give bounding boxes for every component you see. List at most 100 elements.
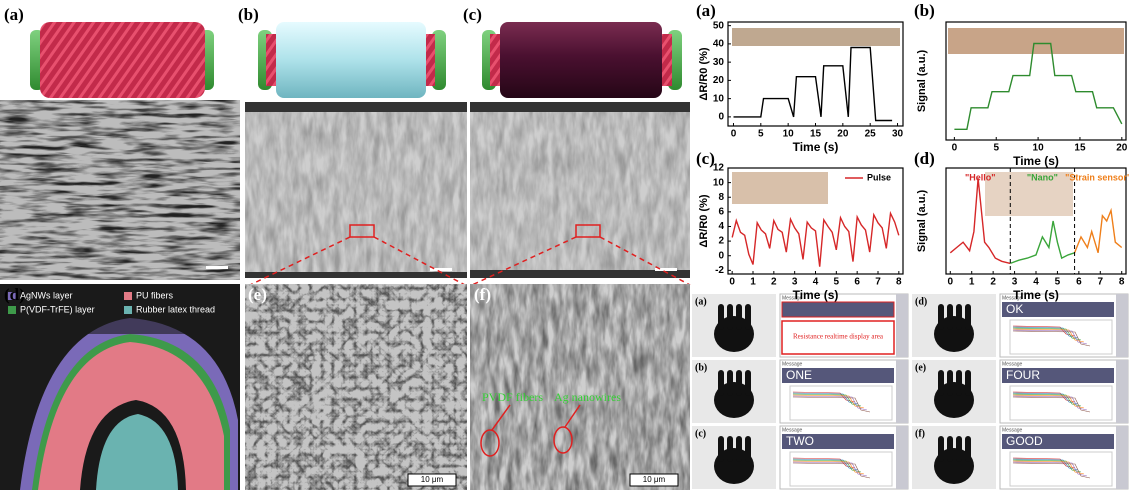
x-axis-label: Time (s)	[793, 288, 839, 302]
finger	[956, 370, 962, 396]
chart-title: (d)	[914, 149, 935, 168]
x-tick-label: 10	[1033, 143, 1045, 154]
panel-label: (a)	[695, 296, 707, 307]
y-tick-label: 30	[713, 57, 725, 68]
x-tick-label: 5	[1055, 277, 1061, 288]
finger	[718, 436, 724, 462]
finger	[965, 370, 971, 396]
plot-window	[1010, 386, 1112, 420]
y-tick-label: 40	[713, 39, 725, 50]
finger	[727, 370, 733, 396]
panel-label: (c)	[463, 5, 482, 24]
x-tick-label: 30	[892, 129, 904, 140]
series-label: "Hello"	[965, 172, 996, 182]
finger	[718, 304, 724, 330]
x-tick-label: 7	[875, 277, 881, 288]
scale-bar-label: 10 μm	[643, 475, 666, 484]
y-axis-label: Signal (a.u.)	[916, 49, 928, 112]
message-text: FOUR	[1006, 368, 1040, 382]
x-tick-label: 1	[969, 277, 975, 288]
legend-label: Pulse	[867, 172, 891, 182]
x-tick-label: 20	[837, 129, 849, 140]
finger	[947, 304, 953, 330]
panel-label: (e)	[915, 362, 926, 373]
y-axis-label: ΔR/R0 (%)	[698, 194, 710, 247]
finger	[736, 436, 742, 462]
y-tick-label: 2	[718, 236, 724, 247]
figure: (a) Message Resistance realtime display ar…	[0, 0, 1129, 490]
message-text: GOOD	[1006, 434, 1043, 448]
finger	[956, 304, 962, 330]
data-line	[732, 213, 899, 266]
y-tick-label: 0	[718, 112, 724, 123]
y-tick-label: 50	[713, 20, 725, 31]
panel-label: (c)	[695, 428, 706, 439]
sem-images	[0, 100, 690, 285]
side-strip	[1116, 426, 1128, 489]
panel-label: (b)	[695, 362, 707, 373]
x-tick-label: 3	[1012, 277, 1018, 288]
scale-bar-label: 10 μm	[421, 475, 444, 484]
y-tick-label: 0	[718, 250, 724, 261]
side-strip	[896, 426, 908, 489]
legend-label: AgNWs layer	[20, 290, 73, 300]
x-tick-label: 0	[731, 129, 737, 140]
x-tick-label: 4	[813, 277, 819, 288]
finger	[736, 370, 742, 396]
y-tick-label: 8	[718, 192, 724, 203]
message-text: TWO	[786, 434, 814, 448]
finger	[745, 304, 751, 330]
cylinder-illustrations	[30, 22, 682, 98]
message-bar	[782, 302, 894, 317]
message-header: Message	[1002, 361, 1023, 367]
y-axis-label: ΔR/R0 (%)	[698, 47, 710, 100]
message-header: Message	[1002, 427, 1023, 433]
x-axis-label: Time (s)	[793, 140, 839, 154]
x-tick-label: 6	[1076, 277, 1082, 288]
finger	[947, 370, 953, 396]
x-tick-label: 25	[865, 129, 877, 140]
message-header: Message	[782, 361, 803, 367]
display-area-label: Resistance realtime display area	[793, 333, 884, 341]
panel-label: (f)	[915, 428, 925, 439]
chart-title: (a)	[696, 1, 716, 20]
message-text: OK	[1006, 302, 1023, 316]
side-strip	[1116, 360, 1128, 423]
panel-label: (d)	[915, 296, 927, 307]
data-line	[954, 44, 1121, 130]
legend-label: P(VDF-TrFE) layer	[20, 304, 95, 314]
plot-window	[1010, 452, 1112, 486]
x-tick-label: 8	[1119, 277, 1125, 288]
finger	[745, 436, 751, 462]
series-label: "Nano"	[1027, 172, 1058, 182]
x-tick-label: 0	[948, 277, 954, 288]
finger	[938, 436, 944, 462]
x-tick-label: 15	[810, 129, 822, 140]
legend-label: Rubber latex thread	[136, 304, 215, 314]
plot-window	[790, 386, 892, 420]
x-tick-label: 10	[783, 129, 795, 140]
y-tick-label: 6	[718, 207, 724, 218]
chart-photos	[732, 28, 1124, 216]
x-axis-label: Time (s)	[1013, 154, 1059, 168]
x-tick-label: 5	[834, 277, 840, 288]
x-tick-label: 20	[1116, 143, 1128, 154]
data-line	[734, 48, 893, 121]
annotation: PVDF fibers	[482, 390, 543, 404]
x-tick-label: 15	[1074, 143, 1086, 154]
legend-label: PU fibers	[136, 290, 174, 300]
finger	[938, 304, 944, 330]
side-strip	[896, 360, 908, 423]
panel-label: (f)	[474, 285, 491, 304]
finger	[965, 436, 971, 462]
x-tick-label: 5	[758, 129, 764, 140]
finger	[965, 304, 971, 330]
plot-window	[1010, 320, 1112, 354]
panel-label: (e)	[248, 285, 267, 304]
y-tick-label: 10	[713, 93, 725, 104]
x-tick-label: 2	[771, 277, 777, 288]
finger	[718, 370, 724, 396]
x-tick-label: 0	[729, 277, 735, 288]
cross-section	[0, 284, 240, 490]
sem-zoom	[245, 284, 690, 490]
